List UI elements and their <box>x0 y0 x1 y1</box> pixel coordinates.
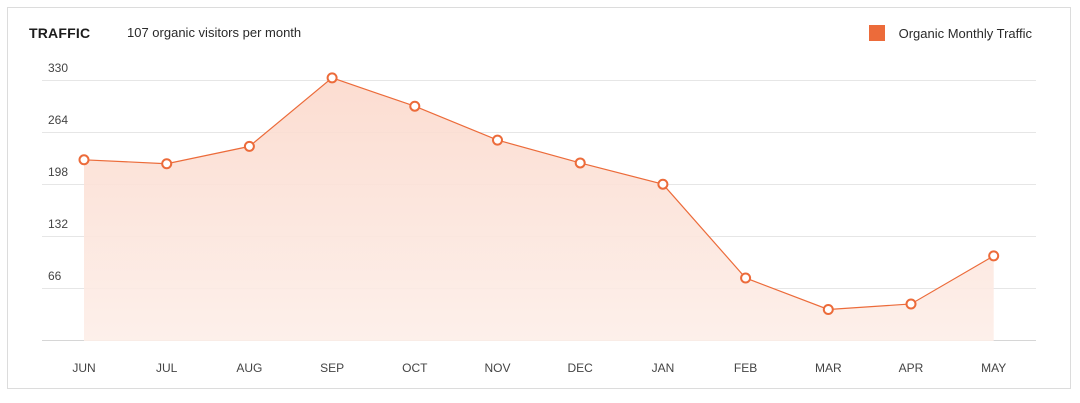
legend-swatch <box>868 25 885 41</box>
x-tick-label: OCT <box>402 361 428 375</box>
x-tick-label: APR <box>899 361 924 375</box>
data-point <box>574 157 586 169</box>
data-point <box>740 272 752 284</box>
x-tick-label: MAR <box>815 361 842 375</box>
x-tick-label: MAY <box>981 361 1006 375</box>
data-point <box>492 134 503 146</box>
data-point <box>905 298 917 310</box>
chart-title: TRAFFIC <box>29 25 91 41</box>
x-tick-label: DEC <box>568 361 594 375</box>
x-tick-label: NOV <box>484 361 510 375</box>
series-line <box>83 77 995 311</box>
data-point <box>409 100 421 112</box>
data-point <box>988 250 1000 262</box>
data-point <box>657 178 669 190</box>
legend: Organic Monthly Traffic <box>868 25 1032 41</box>
data-point <box>243 140 255 152</box>
data-point <box>78 154 90 166</box>
x-tick-label: JAN <box>652 361 675 375</box>
y-tick-label: 264 <box>48 113 68 127</box>
y-tick-label: 66 <box>48 269 62 283</box>
data-point <box>326 72 338 84</box>
x-tick-label: JUN <box>72 361 95 375</box>
chart-subtitle: 107 organic visitors per month <box>127 25 302 40</box>
x-tick-label: AUG <box>236 361 262 375</box>
y-tick-label: 132 <box>48 217 68 231</box>
x-tick-label: FEB <box>734 361 757 375</box>
y-tick-label: 330 <box>48 61 68 75</box>
x-tick-label: SEP <box>320 361 344 375</box>
x-tick-label: JUL <box>156 361 178 375</box>
data-point <box>822 303 834 315</box>
data-point <box>161 158 173 170</box>
legend-label: Organic Monthly Traffic <box>898 25 1032 41</box>
series-area <box>84 77 994 342</box>
y-tick-label: 198 <box>48 165 68 179</box>
